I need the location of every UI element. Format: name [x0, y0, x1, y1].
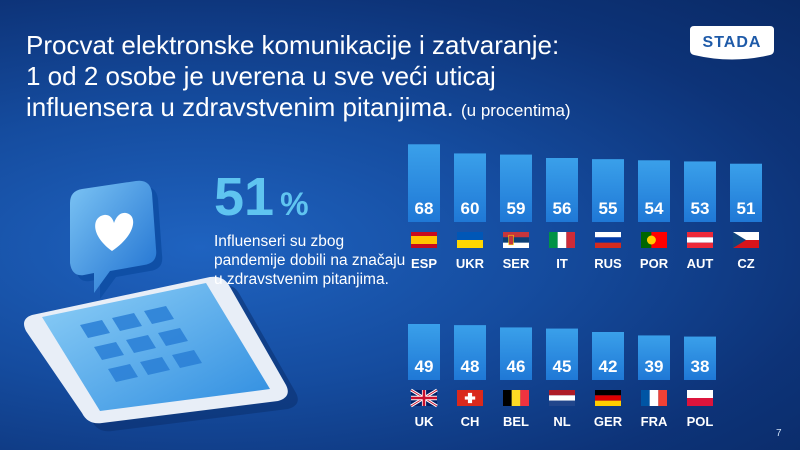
bar-group-esp: 68 ESP [408, 144, 440, 271]
bar-group-fra: 39 FRA [638, 335, 670, 429]
highlight-unit: % [280, 186, 309, 222]
germany-flag-icon [595, 390, 621, 406]
title-line-2: 1 od 2 osobe je uverena u sve veći utica… [26, 61, 496, 91]
value-label-rus: 55 [599, 199, 618, 218]
netherlands-flag-icon [549, 390, 575, 406]
phone-illustration [24, 180, 298, 432]
bar-group-uk: 49 UK [408, 324, 440, 429]
category-label-ch: CH [461, 414, 480, 429]
bar-group-it: 56 IT [546, 158, 578, 271]
bar-aut [684, 161, 716, 222]
title-line-3: influensera u zdravstvenim pitanjima. (u… [26, 92, 666, 126]
switzerland-flag-icon [457, 390, 483, 406]
bar-group-ser: 59 SER [500, 154, 532, 271]
bar-group-rus: 55 RUS [592, 159, 624, 271]
portugal-flag-icon [641, 232, 667, 248]
bar-ger [592, 332, 624, 380]
heart-bubble-icon [70, 180, 163, 299]
app-grid-icon [80, 306, 202, 382]
country-bar-chart: 68 ESP 60 UKR 59 SER 56 IT 55 RUS 54 POR 53 AUT 51 CZ 49… [408, 144, 762, 429]
value-label-ch: 48 [461, 357, 480, 376]
bar-cz [730, 163, 762, 222]
bar-it [546, 158, 578, 222]
category-label-pol: POL [687, 414, 714, 429]
bar-ukr [454, 153, 486, 222]
belgium-flag-icon [503, 390, 529, 406]
bar-fra [638, 335, 670, 380]
value-label-ger: 42 [599, 357, 618, 376]
bar-group-cz: 51 CZ [730, 163, 762, 271]
spain-flag-icon [411, 232, 437, 248]
value-label-fra: 39 [645, 357, 664, 376]
highlight-value: 51 [214, 167, 275, 227]
title-suffix: (u procentima) [461, 101, 571, 120]
bar-group-aut: 53 AUT [684, 161, 716, 271]
serbia-flag-icon [503, 232, 529, 248]
category-label-ger: GER [594, 414, 623, 429]
stada-logo: STADA [690, 26, 774, 60]
value-label-it: 56 [553, 199, 572, 218]
value-label-bel: 46 [507, 357, 526, 376]
highlight-percentage: 51% [214, 170, 309, 231]
bar-rus [592, 159, 624, 222]
austria-flag-icon [687, 232, 713, 248]
russia-flag-icon [595, 232, 621, 248]
value-label-ukr: 60 [461, 199, 480, 218]
bar-group-ch: 48 CH [454, 325, 486, 429]
category-label-bel: BEL [503, 414, 529, 429]
category-label-nl: NL [553, 414, 570, 429]
czech-flag-icon [733, 232, 759, 248]
category-label-ukr: UKR [456, 256, 485, 271]
highlight-description: Influenseri su zbog pandemije dobili na … [214, 233, 406, 288]
ukraine-flag-icon [457, 232, 483, 248]
bar-group-ukr: 60 UKR [454, 153, 486, 271]
bar-esp [408, 144, 440, 222]
category-label-aut: AUT [687, 256, 714, 271]
uk-flag-icon [410, 388, 438, 408]
category-label-fra: FRA [641, 414, 668, 429]
poland-flag-icon [687, 390, 713, 406]
phone-body-icon [24, 276, 298, 432]
value-label-esp: 68 [415, 199, 434, 218]
category-label-ser: SER [503, 256, 530, 271]
bar-ch [454, 325, 486, 380]
bar-uk [408, 324, 440, 380]
category-label-uk: UK [415, 414, 434, 429]
stada-logo-text: STADA [703, 34, 762, 51]
bar-bel [500, 327, 532, 380]
value-label-nl: 45 [553, 357, 572, 376]
value-label-pol: 38 [691, 357, 710, 376]
title-line-3-text: influensera u zdravstvenim pitanjima. [26, 92, 454, 122]
category-label-esp: ESP [411, 256, 437, 271]
bar-ser [500, 154, 532, 222]
bar-por [638, 160, 670, 222]
france-flag-icon [641, 390, 667, 406]
bar-group-ger: 42 GER [592, 332, 624, 429]
page-number: 7 [776, 428, 782, 439]
value-label-uk: 49 [415, 357, 434, 376]
bar-pol [684, 336, 716, 380]
value-label-ser: 59 [507, 199, 526, 218]
bar-group-nl: 45 NL [546, 328, 578, 429]
bar-nl [546, 328, 578, 380]
bar-group-bel: 46 BEL [500, 327, 532, 429]
title-line-1: Procvat elektronske komunikacije i zatva… [26, 30, 560, 60]
category-label-it: IT [556, 256, 568, 271]
value-label-por: 54 [645, 199, 664, 218]
value-label-aut: 53 [691, 199, 710, 218]
bar-group-por: 54 POR [638, 160, 670, 271]
value-label-cz: 51 [737, 199, 756, 218]
slide-title: Procvat elektronske komunikacije i zatva… [26, 30, 666, 126]
category-label-cz: CZ [737, 256, 754, 271]
italy-flag-icon [549, 232, 575, 248]
category-label-por: POR [640, 256, 669, 271]
bar-group-pol: 38 POL [684, 336, 716, 429]
category-label-rus: RUS [594, 256, 622, 271]
